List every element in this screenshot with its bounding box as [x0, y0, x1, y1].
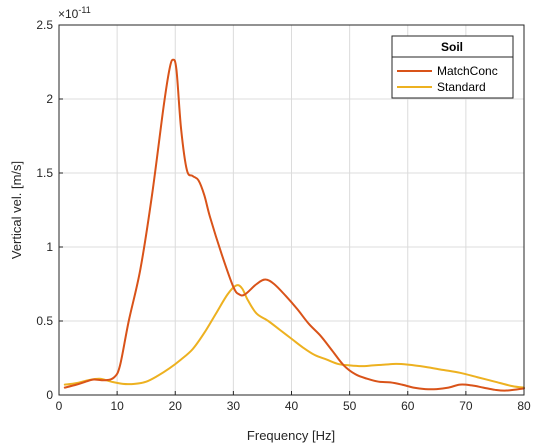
y-tick-label: 1.5 — [36, 166, 53, 180]
axis-ticks: 0 10 20 30 40 50 60 70 80 0 0.5 1 1.5 2 2.5 — [36, 18, 531, 413]
x-tick-label: 60 — [401, 399, 415, 413]
legend-entry-matchconc: MatchConc — [437, 64, 498, 78]
series-line-standard — [63, 284, 525, 389]
x-tick-label: 50 — [343, 399, 357, 413]
legend-entry-standard: Standard — [437, 80, 486, 94]
x-axis-label: Frequency [Hz] — [247, 428, 335, 443]
y-tick-label: 2 — [46, 92, 53, 106]
legend: Soil MatchConc Standard — [391, 35, 514, 99]
x-tick-label: 40 — [285, 399, 299, 413]
series-layer — [63, 58, 525, 392]
y-tick-label: 0.5 — [36, 314, 53, 328]
y-tick-label: 0 — [46, 388, 53, 402]
grid-lines — [59, 25, 524, 395]
series-line-matchconc — [63, 58, 525, 392]
x-tick-label: 30 — [227, 399, 241, 413]
y-axis-label: Vertical vel. [m/s] — [9, 161, 24, 259]
x-tick-label: 80 — [517, 399, 531, 413]
x-tick-label: 70 — [459, 399, 473, 413]
y-tick-label: 1 — [46, 240, 53, 254]
x-tick-label: 20 — [169, 399, 183, 413]
y-exponent-label: ×10-11 — [58, 5, 91, 21]
y-exponent-power: -11 — [78, 5, 90, 15]
x-tick-label: 10 — [110, 399, 124, 413]
legend-title: Soil — [441, 40, 463, 54]
y-tick-label: 2.5 — [36, 18, 53, 32]
x-tick-label: 0 — [56, 399, 63, 413]
